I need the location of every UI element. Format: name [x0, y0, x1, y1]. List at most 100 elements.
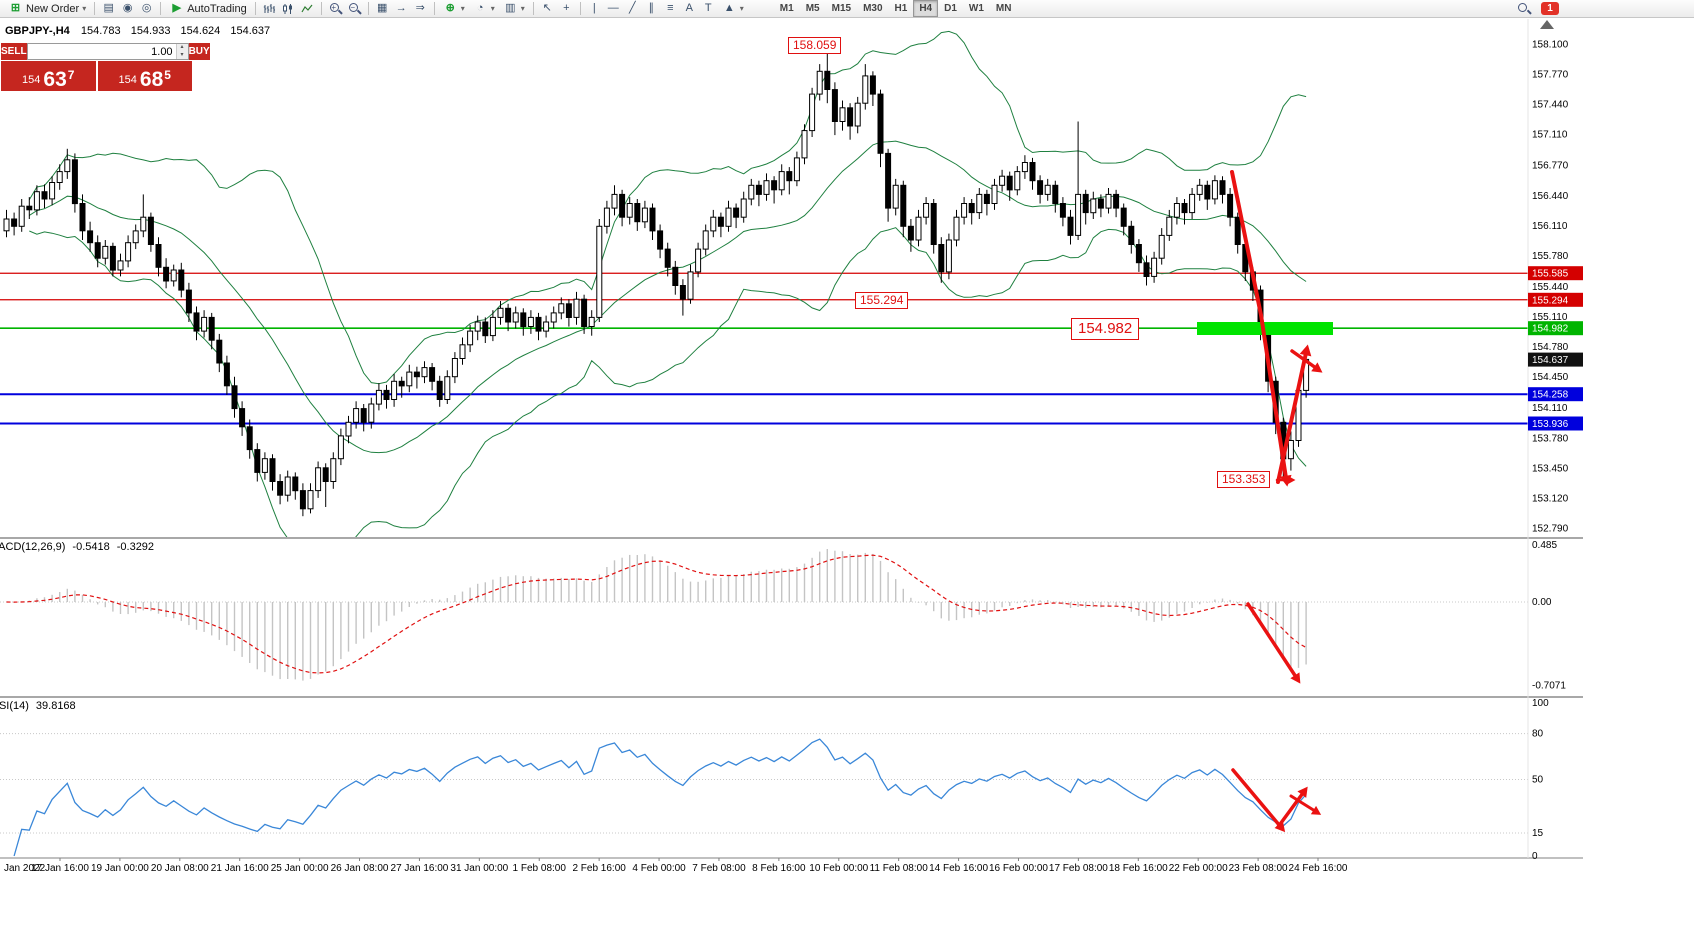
svg-text:155.294: 155.294 [1532, 295, 1569, 306]
price-label-154982[interactable]: 154.982 [1071, 318, 1140, 340]
autotrading-button[interactable]: ▶ AutoTrading [165, 1, 251, 17]
timeframe-h4-button[interactable]: H4 [913, 0, 939, 17]
volume-field: ▴ ▾ [26, 43, 189, 60]
macd-signal-value: -0.3292 [116, 541, 155, 553]
search-icon[interactable] [1516, 1, 1531, 16]
svg-text:Jan 2022: Jan 2022 [4, 863, 46, 874]
svg-text:23 Feb 08:00: 23 Feb 08:00 [1229, 863, 1288, 874]
svg-text:155.585: 155.585 [1532, 269, 1569, 280]
svg-text:17 Feb 08:00: 17 Feb 08:00 [1049, 863, 1108, 874]
volume-spinner: ▴ ▾ [175, 44, 188, 59]
new-order-button[interactable]: ⊞ New Order ▾ [4, 1, 90, 17]
svg-text:25 Jan 00:00: 25 Jan 00:00 [271, 863, 329, 874]
svg-text:7 Feb 08:00: 7 Feb 08:00 [692, 863, 746, 874]
timeframe-d1-button[interactable]: D1 [944, 3, 957, 14]
notifications-badge[interactable]: 1 [1541, 2, 1559, 15]
toolbar-separator [367, 2, 369, 15]
low-value: 154.624 [180, 25, 221, 37]
sell-button[interactable]: 154 63 7 [1, 61, 96, 91]
navigator-icon[interactable]: ◎ [141, 2, 152, 14]
line-chart-icon[interactable] [300, 1, 315, 16]
svg-text:17 Jan 16:00: 17 Jan 16:00 [31, 863, 89, 874]
chevron-down-icon: ▾ [520, 4, 525, 13]
toolbar-separator [532, 2, 534, 15]
timeframe-m1-button[interactable]: M1 [779, 3, 794, 14]
macd-title: MACD(12,26,9) [0, 541, 66, 553]
svg-text:-0.7071: -0.7071 [1532, 680, 1566, 691]
toolbar-separator [254, 2, 256, 15]
rsi-title: RSI(14) [0, 700, 29, 712]
timeframe-mn-button[interactable]: MN [995, 3, 1012, 14]
timeframe-m30-button[interactable]: M30 [863, 3, 883, 14]
text-tool[interactable]: A [685, 2, 693, 14]
svg-text:1 Feb 08:00: 1 Feb 08:00 [513, 863, 567, 874]
svg-text:31 Jan 00:00: 31 Jan 00:00 [450, 863, 508, 874]
svg-text:152.790: 152.790 [1532, 524, 1569, 535]
buy-price-sup: 5 [164, 68, 171, 82]
text-label-tool[interactable]: T [704, 2, 712, 14]
svg-text:154.258: 154.258 [1532, 390, 1569, 401]
timeframe-m15-button[interactable]: M15 [831, 3, 852, 14]
volume-increase-button[interactable]: ▴ [176, 44, 188, 52]
candlestick-chart-icon[interactable] [281, 1, 296, 16]
periods-button[interactable]: ◔ ▾ [469, 1, 499, 17]
zoom-in-icon[interactable]: + [328, 1, 343, 16]
data-window-icon[interactable]: ◉ [122, 2, 133, 14]
new-order-icon: ⊞ [10, 2, 21, 14]
svg-text:50: 50 [1532, 775, 1544, 786]
volume-input[interactable] [27, 44, 176, 59]
symbol-name: GBPJPY-,H4 [5, 25, 70, 37]
sell-tab[interactable]: SELL [1, 43, 27, 60]
svg-text:158.100: 158.100 [1532, 40, 1569, 51]
sell-price-big: 63 [43, 68, 67, 91]
svg-text:20 Jan 08:00: 20 Jan 08:00 [151, 863, 209, 874]
autotrading-label: AutoTrading [187, 2, 247, 15]
price-label-158059[interactable]: 158.059 [788, 37, 842, 54]
svg-text:80: 80 [1532, 729, 1544, 740]
sell-price-prefix: 154 [22, 74, 41, 86]
cursor-icon[interactable]: ↖ [542, 2, 552, 14]
timeframe-m5-button[interactable]: M5 [805, 3, 820, 14]
zoom-out-icon[interactable]: − [347, 1, 362, 16]
toolbar: ⊞ New Order ▾ ▤ ◉ ◎ ▶ AutoTrading + − ▦ … [0, 0, 1694, 18]
svg-text:156.440: 156.440 [1532, 191, 1569, 202]
chart-shift-icon[interactable]: ⇒ [415, 2, 425, 14]
toolbar-separator [320, 2, 322, 15]
timeframe-w1-button[interactable]: W1 [968, 3, 984, 14]
volume-decrease-button[interactable]: ▾ [176, 51, 188, 59]
svg-text:100: 100 [1532, 698, 1549, 709]
toolbar-separator [94, 2, 96, 15]
toolbar-separator [579, 2, 581, 15]
open-value: 154.783 [80, 25, 121, 37]
templates-button[interactable]: ▥ ▾ [499, 1, 529, 17]
indicators-button[interactable]: ⊕ ▾ [439, 1, 469, 17]
price-label-153353[interactable]: 153.353 [1217, 471, 1271, 488]
svg-text:154.110: 154.110 [1532, 403, 1568, 414]
fibonacci-tool[interactable]: ≡ [667, 2, 674, 14]
tile-windows-icon[interactable]: ▦ [377, 2, 388, 14]
price-label-155294[interactable]: 155.294 [855, 292, 909, 309]
svg-text:0: 0 [1532, 851, 1538, 862]
buy-tab[interactable]: BUY [188, 43, 210, 60]
rsi-indicator-label: RSI(14) 39.8168 [0, 700, 76, 712]
trendline-tool[interactable]: ╱ [628, 2, 636, 14]
channel-tool[interactable]: ∥ [648, 2, 655, 14]
crosshair-icon[interactable]: + [563, 2, 570, 14]
svg-text:157.770: 157.770 [1532, 70, 1569, 81]
svg-text:155.110: 155.110 [1532, 312, 1568, 323]
buy-button[interactable]: 154 68 5 [97, 61, 192, 91]
svg-text:22 Feb 00:00: 22 Feb 00:00 [1169, 863, 1228, 874]
svg-text:4 Feb 00:00: 4 Feb 00:00 [632, 863, 686, 874]
svg-text:156.770: 156.770 [1532, 161, 1569, 172]
bar-chart-icon[interactable] [262, 1, 277, 16]
auto-scroll-icon[interactable]: → [395, 2, 407, 14]
timeframe-h1-button[interactable]: H1 [894, 3, 908, 14]
svg-text:0.00: 0.00 [1532, 597, 1552, 608]
svg-text:26 Jan 08:00: 26 Jan 08:00 [331, 863, 389, 874]
arrows-tool[interactable]: ▲ ▾ [718, 1, 748, 17]
horizontal-line-tool[interactable]: — [607, 2, 619, 14]
vertical-line-tool[interactable]: | [592, 2, 596, 14]
market-watch-icon[interactable]: ▤ [103, 2, 114, 14]
